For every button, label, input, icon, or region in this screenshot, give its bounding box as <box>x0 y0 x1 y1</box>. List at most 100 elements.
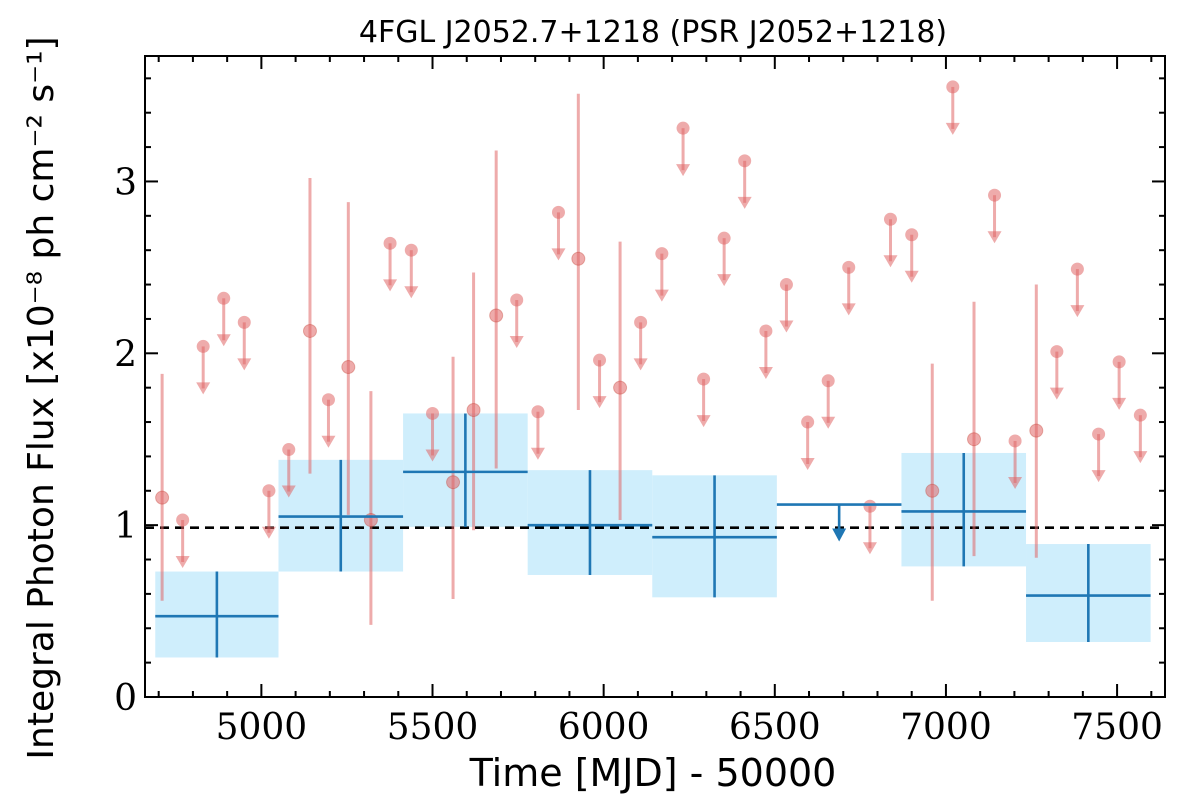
short-bin-upper-limit-point <box>946 80 960 94</box>
upper-limit-arrow-head <box>758 366 773 379</box>
x-axis-label: Time [MJD] - 50000 <box>469 751 837 795</box>
short-bin-upper-limit-point <box>883 212 897 226</box>
short-bin-point <box>155 490 170 505</box>
short-bin-upper-limit-point <box>404 243 418 257</box>
short-bin-points <box>155 80 1148 625</box>
short-bin-upper-limit-point <box>282 443 296 457</box>
short-bin-upper-limit-point <box>321 393 335 407</box>
x-tick-label: 5000 <box>216 707 308 748</box>
short-bin-point <box>341 360 356 375</box>
upper-limit-arrow-head <box>737 196 752 209</box>
short-bin-upper-limit-point <box>196 339 210 353</box>
upper-limit-arrow-head <box>281 485 296 498</box>
upper-limit-arrow-head <box>841 303 856 316</box>
upper-limit-arrow-head <box>383 279 398 292</box>
chart-title: 4FGL J2052.7+1218 (PSR J2052+1218) <box>359 15 947 50</box>
upper-limit-arrow-head <box>1008 476 1023 489</box>
short-bin-upper-limit-point <box>697 372 711 386</box>
long-bin-upper-limit-head <box>832 528 847 542</box>
x-tick-label: 6000 <box>558 707 650 748</box>
x-tick-label: 7000 <box>900 707 992 748</box>
short-bin-upper-limit-point <box>1070 262 1084 276</box>
upper-limit-arrow-head <box>1133 451 1148 464</box>
short-bin-upper-limit-point <box>842 260 856 274</box>
short-bin-point <box>1029 423 1044 438</box>
short-bin-point <box>446 475 461 490</box>
short-bin-upper-limit-point <box>237 315 251 329</box>
upper-limit-arrow-head <box>654 289 669 302</box>
short-bin-upper-limit-point <box>1133 408 1147 422</box>
short-bin-upper-limit-point <box>655 247 669 261</box>
short-bin-upper-limit-point <box>634 315 648 329</box>
upper-limit-arrow-head <box>904 270 919 283</box>
upper-limit-arrow-head <box>1112 397 1127 410</box>
short-bin-upper-limit-point <box>1112 355 1126 369</box>
long-bin-bands <box>155 413 1151 658</box>
short-bin-point <box>613 380 628 395</box>
short-bin-upper-limit-point <box>801 415 815 429</box>
y-tick-label: 0 <box>114 678 137 719</box>
short-bin-upper-limit-point <box>217 291 231 305</box>
long-bin-points <box>155 413 1151 658</box>
upper-limit-arrow-head <box>883 255 898 268</box>
short-bin-point <box>302 323 317 338</box>
upper-limit-arrow-head <box>216 334 231 347</box>
y-tick-label: 2 <box>114 334 137 375</box>
upper-limit-arrow-head <box>196 382 211 395</box>
upper-limit-arrow-head <box>1070 305 1085 318</box>
upper-limit-arrow-head <box>779 320 794 333</box>
short-bin-upper-limit-point <box>779 278 793 292</box>
short-bin-point <box>925 483 940 498</box>
upper-limit-arrow-head <box>676 164 691 177</box>
upper-limit-arrow-head <box>1049 387 1064 400</box>
upper-limit-arrow-head <box>696 415 711 428</box>
short-bin-upper-limit-point <box>905 228 919 242</box>
upper-limit-arrow-head <box>717 274 732 287</box>
upper-limit-arrow-head <box>633 358 648 371</box>
upper-limit-arrow-head <box>945 122 960 135</box>
short-bin-upper-limit-point <box>1008 434 1022 448</box>
upper-limit-arrow-head <box>237 358 252 371</box>
short-bin-point <box>466 403 481 418</box>
axis-ticks: 5000 5500 6000 6500 7000 7500 0 1 2 3 <box>114 56 1165 748</box>
short-bin-point <box>571 251 586 266</box>
upper-limit-arrow-head <box>509 336 524 349</box>
short-bin-upper-limit-point <box>863 499 877 513</box>
upper-limit-arrow-head <box>821 416 836 429</box>
short-bin-upper-limit-point <box>821 374 835 388</box>
x-tick-label: 6500 <box>729 707 821 748</box>
plot-frame <box>144 55 1166 698</box>
upper-limit-arrow-head <box>175 555 190 568</box>
upper-limit-arrow-head <box>404 286 419 299</box>
short-bin-upper-limit-point <box>759 324 773 338</box>
short-bin-upper-limit-point <box>383 236 397 250</box>
short-bin-upper-limit-point <box>531 405 545 419</box>
y-tick-label: 3 <box>114 162 137 203</box>
x-tick-label: 7500 <box>1071 707 1163 748</box>
upper-limit-arrow-head <box>862 542 877 555</box>
short-bin-point <box>489 308 504 323</box>
upper-limit-arrow-head <box>800 458 815 471</box>
short-bin-upper-limit-point <box>717 231 731 245</box>
short-bin-upper-limit-point <box>262 484 276 498</box>
x-tick-label: 5500 <box>387 707 479 748</box>
short-bin-upper-limit-point <box>1050 345 1064 359</box>
short-bin-upper-limit-point <box>593 353 607 367</box>
short-bin-point <box>967 432 982 447</box>
short-bin-upper-limit-point <box>510 293 524 307</box>
upper-limit-arrow-head <box>530 447 545 460</box>
upper-limit-arrow-head <box>425 449 440 462</box>
upper-limit-arrow-head <box>551 248 566 261</box>
y-tick-label: 1 <box>114 506 137 547</box>
short-bin-upper-limit-point <box>176 513 190 527</box>
upper-limit-arrow-head <box>321 435 336 448</box>
upper-limit-arrow-head <box>261 526 276 539</box>
short-bin-upper-limit-point <box>988 188 1002 202</box>
upper-limit-arrow-head <box>592 396 607 409</box>
short-bin-upper-limit-point <box>551 205 565 219</box>
short-bin-upper-limit-point <box>1092 427 1106 441</box>
upper-limit-arrow-head <box>1091 470 1106 483</box>
short-bin-upper-limit-point <box>676 121 690 135</box>
y-axis-label: Integral Photon Flux [x10⁻⁸ ph cm⁻² s⁻¹] <box>21 36 62 759</box>
